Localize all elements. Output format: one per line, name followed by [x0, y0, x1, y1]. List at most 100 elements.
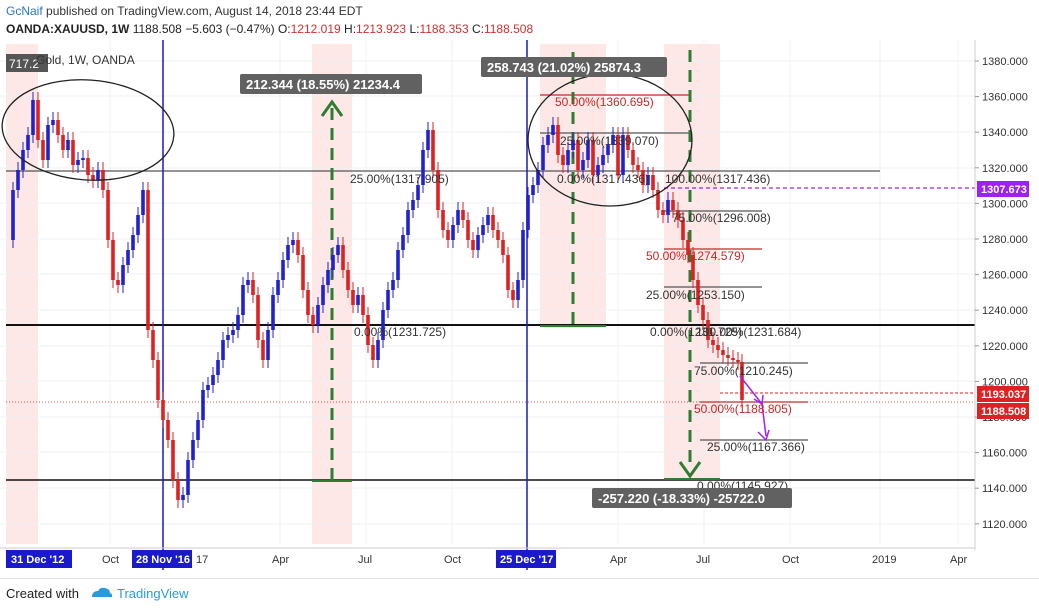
fib-label: 0.00%(1231.725): [354, 325, 446, 339]
candle-body: [740, 362, 744, 400]
candle-body: [126, 250, 130, 265]
time-marker-text: 25 Dec '17: [500, 554, 553, 566]
time-tick-label: Apr: [950, 554, 967, 566]
candle-body: [156, 360, 160, 400]
candle-body: [161, 400, 165, 420]
candle-body: [361, 295, 365, 315]
tradingview-link[interactable]: TradingView: [117, 586, 189, 601]
candle-body: [686, 240, 690, 255]
price-change: −5.603 (−0.47%): [185, 22, 275, 36]
candle-body: [11, 190, 15, 240]
price-tag-red-text: 1193.037: [981, 389, 1026, 401]
candle-body: [461, 210, 465, 220]
tradingview-logo-icon[interactable]: [90, 585, 114, 601]
price-tag-purple-text: 1307.673: [981, 184, 1027, 196]
candle-body: [196, 420, 200, 440]
candle-body: [631, 150, 635, 165]
candle-body: [301, 255, 305, 290]
price-tick-label: 1120.000: [982, 519, 1027, 531]
candle-body: [111, 240, 115, 280]
author-name[interactable]: GcNaif: [6, 4, 43, 18]
candle-body: [181, 495, 185, 500]
candle-body: [481, 225, 485, 235]
time-tick-label: Apr: [610, 554, 627, 566]
fib-label: 0.00%(1317.436): [557, 172, 649, 186]
fib-label: 75.00%(1210.245): [694, 364, 793, 378]
arrow-up-head: [320, 99, 344, 117]
time-tick-label: Jul: [696, 554, 710, 566]
candle-body: [536, 170, 540, 185]
candle-body: [626, 135, 630, 150]
candle-body: [371, 345, 375, 360]
candle-body: [551, 125, 555, 135]
time-axis[interactable]: Oct Apr Jul Oct Apr Jul Oct 2019 Apr: [102, 554, 967, 566]
price-tick-label: 1340.000: [982, 127, 1028, 139]
candle-body: [121, 265, 125, 285]
candle-body: [651, 175, 655, 190]
candle-body: [621, 135, 625, 175]
candle-body: [706, 320, 710, 340]
candle-body: [251, 280, 255, 295]
projection-arrowhead: [753, 394, 764, 406]
candle-body: [501, 240, 505, 255]
candle-body: [721, 350, 725, 355]
time-label-partial: 17: [196, 554, 208, 566]
candle-body: [261, 340, 265, 360]
price-tick-label: 1160.000: [982, 448, 1027, 460]
candle-body: [426, 130, 430, 150]
price-chart[interactable]: 25.00%(1317.905) 0.00%(1231.725) 50.00%(…: [0, 40, 1039, 580]
fib-label: 25.00%(1339.070): [560, 134, 659, 148]
candle-body: [641, 170, 645, 185]
candle-body: [271, 295, 275, 330]
candle-body: [276, 280, 280, 295]
price-tick-label: 1240.000: [982, 305, 1028, 317]
measure-label: -257.220 (-18.33%) -25722.0: [598, 491, 765, 506]
candle-body: [281, 260, 285, 280]
candle-body: [381, 310, 385, 340]
fib-label: 75.00%(1296.008): [672, 211, 771, 225]
candle-body: [106, 190, 110, 240]
publish-info: GcNaif published on TradingView.com, Aug…: [6, 4, 363, 18]
candle-body: [36, 100, 40, 140]
candle-body: [91, 175, 95, 180]
candle-body: [46, 125, 50, 160]
candle-body: [646, 175, 650, 185]
candle-body: [406, 210, 410, 235]
fib-label: 25.00%(1317.905): [350, 172, 449, 186]
candle-body: [671, 200, 675, 210]
candle-body: [691, 255, 695, 280]
candle-body: [311, 315, 315, 325]
candle-body: [711, 340, 715, 345]
time-tick-label: Oct: [444, 554, 461, 566]
candle-body: [731, 358, 735, 360]
candle-body: [246, 280, 250, 285]
fib-label: 50.00%(1188.805): [694, 402, 792, 416]
shade-zone: [540, 44, 606, 328]
candle-body: [471, 240, 475, 250]
candle-body: [566, 150, 570, 165]
ellipse-drawing[interactable]: [0, 74, 177, 186]
candle-body: [331, 255, 335, 270]
time-tick-label: 2019: [872, 554, 896, 566]
candle-body: [231, 330, 235, 335]
candle-body: [466, 220, 470, 240]
candle-body: [266, 330, 270, 360]
candle-body: [541, 145, 545, 170]
price-tag-purple: [977, 181, 1029, 197]
price-axis[interactable]: 1380.000 1360.000 1340.000 1320.000 1300.000…: [975, 56, 1028, 531]
legend-text: Gold, 1W, OANDA: [36, 53, 135, 67]
high-label: H:: [344, 22, 357, 36]
measure-box: -257.220 (-18.33%) -25722.0: [592, 488, 792, 508]
time-tick-label: Jul: [358, 554, 372, 566]
candle-body: [681, 220, 685, 240]
candle-body: [666, 200, 670, 215]
price-tag-red: [977, 386, 1029, 402]
candle-body: [326, 270, 330, 285]
candle-body: [41, 140, 45, 160]
candle-body: [201, 390, 205, 420]
fib-lines: [312, 94, 808, 482]
candle-body: [51, 120, 55, 125]
candle-body: [456, 210, 460, 225]
price-tick-label: 1280.000: [982, 234, 1028, 246]
candle-body: [476, 235, 480, 250]
